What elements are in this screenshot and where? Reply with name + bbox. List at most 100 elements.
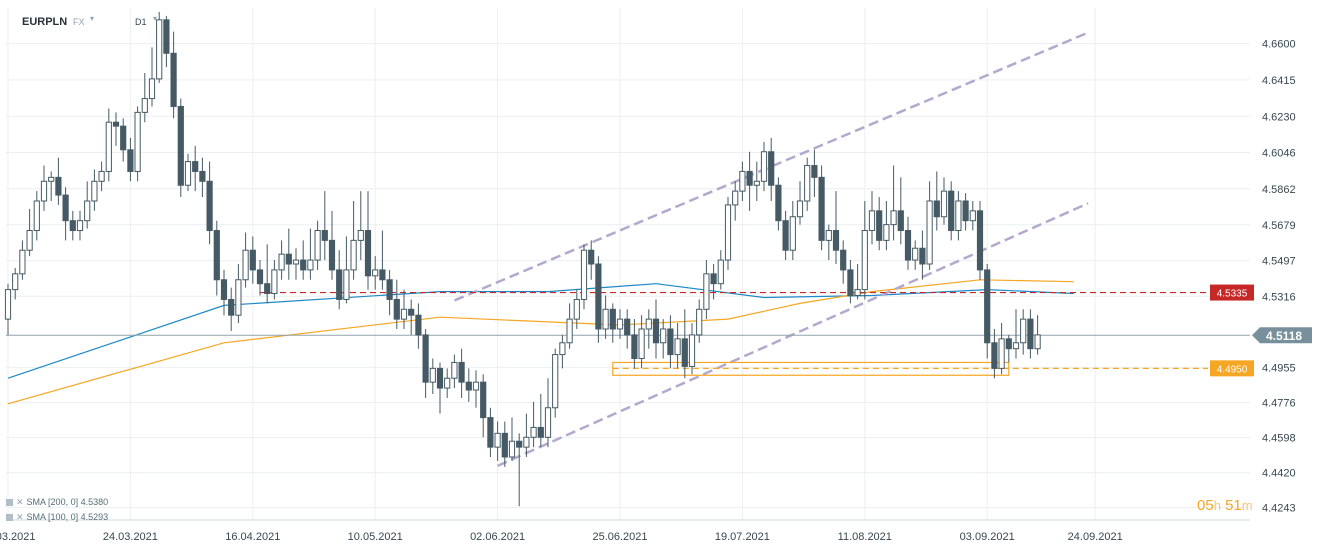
candle[interactable]	[746, 151, 753, 211]
candle[interactable]	[681, 309, 688, 379]
candle[interactable]	[494, 421, 501, 461]
candle[interactable]	[523, 413, 530, 457]
candle[interactable]	[818, 165, 825, 251]
candle[interactable]	[148, 47, 156, 107]
candle[interactable]	[156, 11, 163, 83]
timeframe-label[interactable]: D1	[135, 17, 147, 27]
candle[interactable]	[825, 224, 832, 261]
candle[interactable]	[948, 181, 955, 241]
candle[interactable]	[566, 303, 573, 349]
candle[interactable]	[4, 283, 12, 335]
candle[interactable]	[645, 309, 652, 349]
candle[interactable]	[292, 248, 300, 280]
candle[interactable]	[271, 260, 278, 300]
candle[interactable]	[1027, 309, 1034, 359]
candle[interactable]	[724, 197, 732, 270]
candle[interactable]	[307, 228, 314, 280]
candle[interactable]	[962, 193, 969, 231]
candle[interactable]	[314, 220, 321, 270]
candle[interactable]	[400, 289, 408, 329]
candle[interactable]	[422, 328, 429, 398]
candle[interactable]	[926, 181, 933, 270]
candle[interactable]	[832, 191, 840, 264]
candle[interactable]	[127, 137, 134, 182]
candle[interactable]	[883, 200, 890, 251]
candle[interactable]	[1034, 315, 1041, 355]
candle[interactable]	[940, 177, 948, 225]
candle[interactable]	[213, 220, 220, 296]
candle[interactable]	[436, 362, 444, 414]
candle[interactable]	[364, 191, 372, 290]
legend-sma100[interactable]: ✕ SMA [100, 0] 4.5293	[6, 512, 108, 523]
candle[interactable]	[429, 358, 436, 394]
candle[interactable]	[134, 106, 141, 182]
candle[interactable]	[26, 208, 33, 257]
candle[interactable]	[228, 287, 235, 331]
candle[interactable]	[321, 191, 328, 261]
candle[interactable]	[897, 177, 904, 245]
candle[interactable]	[372, 256, 379, 290]
candle[interactable]	[876, 197, 883, 251]
candle[interactable]	[1020, 309, 1027, 355]
candle[interactable]	[472, 370, 480, 408]
candle[interactable]	[739, 161, 746, 201]
candle[interactable]	[703, 260, 710, 320]
candle[interactable]	[955, 191, 962, 241]
candle[interactable]	[235, 264, 242, 324]
candle[interactable]	[652, 299, 660, 359]
candle[interactable]	[19, 240, 26, 280]
candle[interactable]	[559, 334, 566, 369]
candle[interactable]	[48, 171, 55, 201]
candle[interactable]	[12, 267, 19, 300]
candle[interactable]	[811, 149, 818, 198]
candle[interactable]	[609, 303, 616, 343]
candle[interactable]	[328, 210, 336, 280]
candle[interactable]	[854, 264, 861, 300]
candle[interactable]	[206, 161, 213, 245]
candle[interactable]	[300, 240, 307, 280]
candle[interactable]	[285, 228, 292, 280]
candle[interactable]	[444, 368, 451, 398]
candle[interactable]	[847, 260, 854, 304]
candle[interactable]	[789, 200, 796, 261]
candle[interactable]	[595, 256, 602, 343]
candle[interactable]	[84, 181, 91, 229]
candle[interactable]	[638, 315, 645, 369]
candle[interactable]	[667, 315, 674, 369]
candle[interactable]	[141, 72, 148, 123]
candle[interactable]	[552, 348, 559, 418]
candle[interactable]	[98, 161, 105, 192]
candle[interactable]	[278, 240, 285, 280]
candle[interactable]	[55, 157, 62, 205]
candle[interactable]	[33, 191, 40, 241]
candle[interactable]	[408, 299, 415, 335]
candle[interactable]	[530, 401, 537, 448]
candle[interactable]	[501, 421, 508, 467]
candle[interactable]	[732, 181, 739, 221]
candle[interactable]	[602, 295, 609, 339]
candle[interactable]	[717, 250, 724, 290]
candle[interactable]	[480, 374, 487, 438]
candle[interactable]	[465, 368, 472, 402]
candle[interactable]	[890, 165, 897, 241]
candle[interactable]	[775, 177, 782, 231]
support-zone-box[interactable]	[612, 361, 1010, 376]
candle[interactable]	[343, 236, 350, 304]
candle[interactable]	[976, 200, 984, 280]
sma200-line[interactable]	[7, 283, 1074, 379]
candle[interactable]	[904, 216, 912, 270]
candle[interactable]	[782, 210, 789, 261]
market-dropdown-icon[interactable]: ▾	[90, 14, 95, 23]
candle[interactable]	[120, 118, 127, 162]
remove-indicator-icon[interactable]: ✕	[16, 497, 24, 507]
legend-toggle-icon[interactable]	[6, 499, 13, 507]
candle[interactable]	[696, 299, 703, 343]
candle[interactable]	[393, 279, 400, 329]
timeframe-dropdown-icon[interactable]: ▾	[153, 14, 158, 23]
candle[interactable]	[796, 181, 804, 225]
candle[interactable]	[350, 200, 357, 280]
candle[interactable]	[710, 264, 717, 300]
candle[interactable]	[912, 240, 919, 270]
candle[interactable]	[1012, 309, 1020, 359]
candle[interactable]	[242, 232, 249, 288]
